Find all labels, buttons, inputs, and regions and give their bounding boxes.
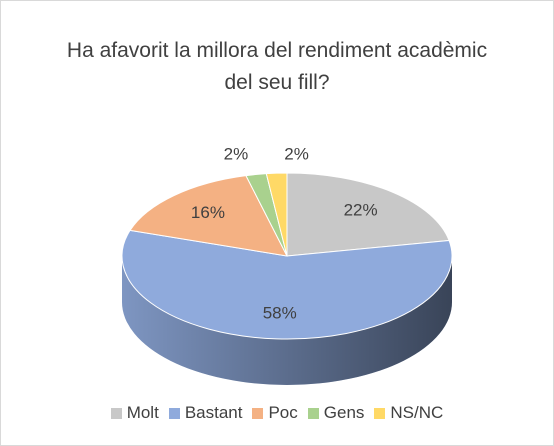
side-shade <box>122 256 452 385</box>
legend-swatch <box>307 407 319 419</box>
legend-label: Poc <box>268 403 298 422</box>
legend-label: Molt <box>126 403 159 422</box>
legend: Molt Bastant Poc Gens NS/NC <box>1 403 553 423</box>
legend-swatch <box>374 407 386 419</box>
legend-label: NS/NC <box>390 403 444 422</box>
legend-swatch <box>168 407 180 419</box>
slice <box>286 172 450 257</box>
chart-title: Ha afavorit la millora del rendiment aca… <box>66 39 488 94</box>
data-label: 22% <box>344 201 378 220</box>
slice <box>121 229 453 340</box>
legend-swatch <box>110 407 122 419</box>
legend-label: Bastant <box>184 403 243 422</box>
data-label: 58% <box>263 303 297 322</box>
legend-item: Poc <box>252 403 298 423</box>
legend-label: Gens <box>323 403 365 422</box>
legend-item: Molt <box>110 403 159 423</box>
data-label: 16% <box>191 203 225 222</box>
data-label: 2% <box>224 144 249 163</box>
slice <box>265 172 288 257</box>
data-label: 2% <box>284 144 309 163</box>
legend-item: NS/NC <box>374 403 443 423</box>
legend-item: Gens <box>307 403 365 423</box>
slice <box>129 175 288 257</box>
legend-item: Bastant <box>168 403 243 423</box>
legend-swatch <box>252 407 264 419</box>
